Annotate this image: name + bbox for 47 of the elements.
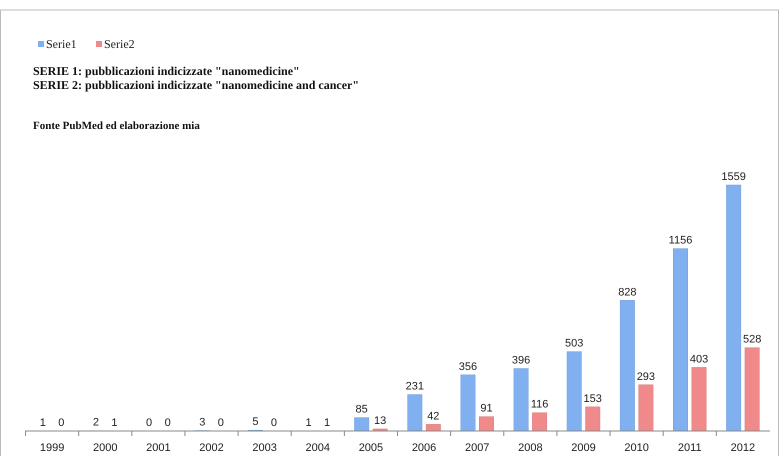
- data-label: 1559: [721, 171, 746, 183]
- text: SERIE 1: pubblicazioni indicizzate "nanomedicine": [33, 64, 300, 78]
- x-tick-label: 2003: [252, 442, 277, 454]
- data-label: 91: [480, 402, 493, 415]
- data-label: 0: [164, 417, 171, 429]
- x-tick-label: 1999: [40, 442, 64, 454]
- data-label: 293: [636, 370, 656, 383]
- data-label: 0: [146, 417, 152, 429]
- data-label: 13: [374, 414, 386, 427]
- source-note: Fonte PubMed ed elaborazione mia: [33, 120, 200, 132]
- data-label: 2: [92, 416, 100, 429]
- data-label: 1: [305, 416, 312, 429]
- data-label: 528: [742, 334, 762, 346]
- data-label: 85: [356, 404, 368, 416]
- x-tick-label: 2010: [624, 442, 649, 454]
- text: SERIE 2: pubblicazioni indicizzate "nanomedicine and cancer": [33, 78, 360, 92]
- x-tick-label: 2008: [518, 442, 543, 454]
- x-tick-label: 2002: [199, 442, 224, 454]
- data-label: 3: [199, 416, 206, 429]
- x-tick-label: 2004: [306, 442, 330, 454]
- data-label: 0: [58, 417, 64, 429]
- data-label: 153: [584, 392, 602, 405]
- x-tick-label: 2009: [571, 442, 596, 454]
- data-label: 0: [270, 417, 277, 429]
- data-label: 403: [690, 353, 708, 366]
- data-label: 0: [218, 417, 224, 429]
- data-label: 231: [406, 380, 424, 393]
- x-tick-label: 2006: [412, 442, 436, 454]
- data-label: 828: [618, 286, 637, 298]
- data-label: 1156: [668, 234, 692, 247]
- data-label: 1: [111, 416, 118, 429]
- data-label: 356: [458, 360, 478, 373]
- data-label: 1: [40, 416, 46, 429]
- data-label: 1: [324, 416, 330, 429]
- x-tick-label: 2007: [464, 442, 490, 454]
- data-label: 5: [252, 416, 258, 428]
- x-tick-label: 2000: [92, 442, 118, 454]
- legend-label: Serie2: [104, 37, 135, 51]
- x-tick-label: 2001: [146, 442, 171, 454]
- data-label: 116: [530, 398, 548, 411]
- x-tick-label: 2005: [358, 442, 384, 454]
- x-tick-label: 2011: [678, 442, 702, 454]
- data-label: 503: [565, 338, 584, 350]
- x-tick-label: 2012: [730, 442, 756, 454]
- data-label: 396: [512, 354, 530, 367]
- legend-label: Serie1: [46, 37, 77, 51]
- data-label: 42: [427, 410, 440, 422]
